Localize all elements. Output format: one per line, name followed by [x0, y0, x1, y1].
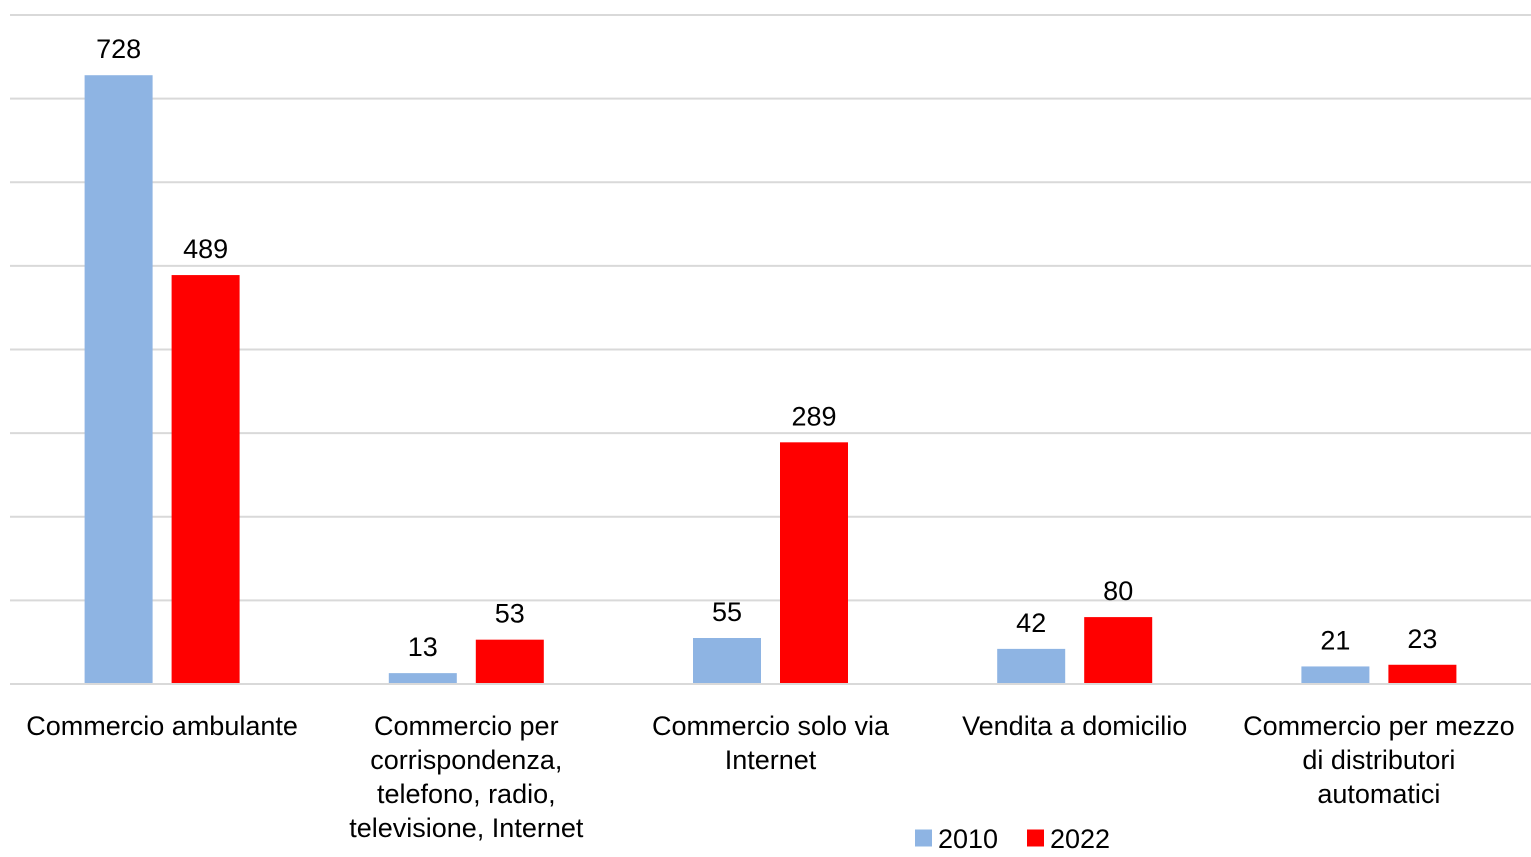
legend-label-2010: 2010 [938, 824, 998, 854]
bar-2010-5 [1301, 666, 1370, 684]
data-label-2010-3: 55 [712, 597, 742, 627]
category-label-line: Commercio per [374, 711, 559, 741]
bar-2022-2 [475, 639, 544, 684]
category-label-line: Commercio per mezzo [1243, 711, 1515, 741]
category-label-3: Commercio solo via Internet [652, 711, 890, 775]
bar-2022-1 [171, 275, 240, 684]
data-label-2022-2: 53 [495, 599, 525, 629]
category-label-line: Vendita a domicilio [962, 711, 1187, 741]
legend-swatch-2022 [1027, 829, 1044, 847]
data-label-2022-3: 289 [791, 401, 836, 431]
bars [84, 75, 1457, 684]
data-label-2010-4: 42 [1016, 608, 1046, 638]
bar-2010-4 [997, 648, 1066, 684]
legend: 2010 2022 [915, 824, 1110, 854]
category-label-line: Internet [725, 745, 817, 775]
data-label-2022-4: 80 [1103, 576, 1133, 606]
data-label-2022-5: 23 [1407, 624, 1437, 654]
data-label-2022-1: 489 [183, 234, 228, 264]
category-label-line: televisione, Internet [349, 813, 584, 843]
bar-2022-3 [780, 442, 848, 684]
category-label-line: corrispondenza, [370, 745, 562, 775]
category-label-1: Commercio ambulante [26, 711, 298, 741]
bar-2010-3 [693, 638, 761, 684]
bar-2022-4 [1084, 617, 1153, 684]
bar-2010-1 [84, 75, 153, 684]
category-label-line: Commercio ambulante [26, 711, 298, 741]
data-label-2010-1: 728 [96, 34, 141, 64]
category-label-line: Commercio solo via [652, 711, 890, 741]
gridlines [10, 14, 1531, 602]
data-label-2010-5: 21 [1320, 625, 1350, 655]
category-label-2: Commercio per corrispondenza, telefono, ra… [349, 711, 584, 843]
legend-label-2022: 2022 [1050, 824, 1110, 854]
category-label-4: Vendita a domicilio [962, 711, 1187, 741]
bar-2022-5 [1388, 664, 1457, 684]
bar-2010-2 [388, 673, 457, 684]
category-label-line: automatici [1317, 779, 1440, 809]
data-labels: 728 489 13 53 55 289 42 80 21 23 [96, 34, 1437, 662]
category-label-line: telefono, radio, [377, 779, 556, 809]
data-label-2010-2: 13 [408, 632, 438, 662]
category-label-line: di distributori [1302, 745, 1455, 775]
category-labels: Commercio ambulante Commercio per corrispo… [26, 711, 1514, 843]
category-label-5: Commercio per mezzo di distributori automa… [1243, 711, 1515, 809]
legend-swatch-2010 [915, 829, 932, 847]
